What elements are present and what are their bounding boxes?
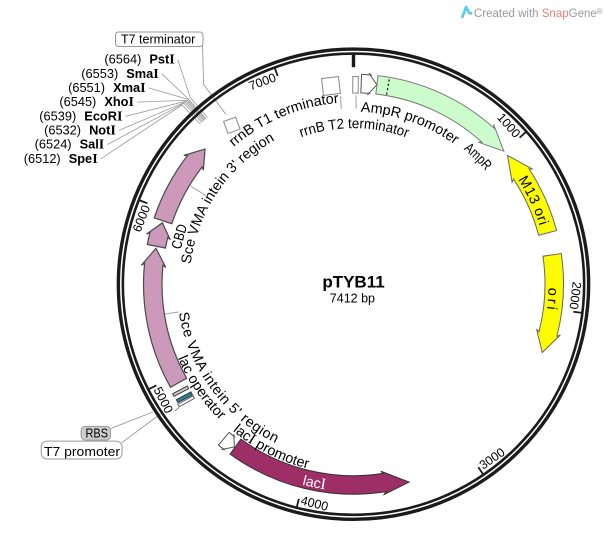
- svg-text:(6512)SpeI: (6512) SpeI: [24, 151, 98, 167]
- svg-text:2000: 2000: [566, 281, 583, 310]
- svg-text:4000: 4000: [299, 493, 329, 513]
- svg-text:(6532)NotI: (6532) NotI: [44, 122, 116, 138]
- svg-text:CBD: CBD: [169, 222, 191, 250]
- svg-text:(6564)PstI: (6564) PstI: [104, 52, 175, 68]
- svg-text:Created with SnapGene®: Created with SnapGene®: [474, 7, 603, 20]
- svg-text:T7 promoter: T7 promoter: [44, 445, 120, 459]
- svg-text:ori: ori: [543, 287, 561, 313]
- svg-text:pTYB11: pTYB11: [322, 272, 384, 291]
- svg-text:T7 terminator: T7 terminator: [121, 33, 195, 47]
- svg-text:lacI: lacI: [301, 473, 327, 493]
- svg-text:7412 bp: 7412 bp: [330, 292, 375, 306]
- svg-text:(6524)SalI: (6524) SalI: [35, 137, 105, 153]
- svg-text:RBS: RBS: [86, 426, 109, 440]
- svg-text:(6553)SmaI: (6553) SmaI: [81, 66, 159, 82]
